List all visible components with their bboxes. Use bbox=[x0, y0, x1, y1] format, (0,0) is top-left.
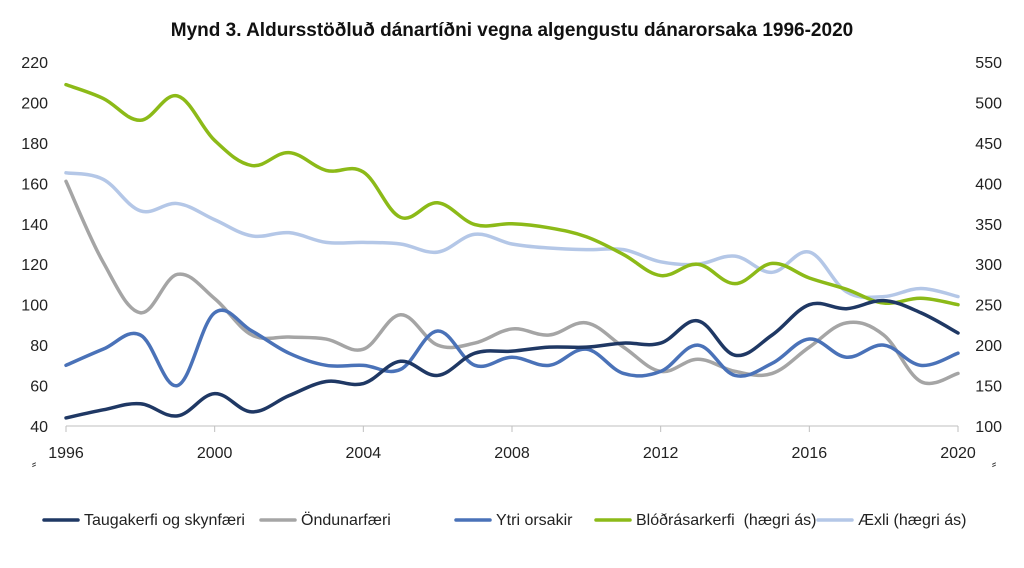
left-tick-label: 140 bbox=[21, 217, 48, 234]
legend-label: Blóðrásarkerfi (hægri ás) bbox=[636, 512, 817, 529]
left-tick-label: 220 bbox=[21, 55, 48, 72]
left-tick-label: 60 bbox=[30, 379, 48, 396]
left-tick-label: 160 bbox=[21, 176, 48, 193]
right-tick-label: 200 bbox=[975, 338, 1002, 355]
right-tick-label: 250 bbox=[975, 298, 1002, 315]
series-line-3 bbox=[64, 308, 960, 388]
left-axis-break-mark: ⸗ bbox=[32, 457, 36, 472]
legend-label: Æxli (hægri ás) bbox=[858, 512, 966, 529]
x-tick-label: 2000 bbox=[197, 445, 233, 462]
right-axis-break-mark: ⸗ bbox=[992, 457, 996, 472]
legend-label: Öndunarfæri bbox=[301, 511, 391, 529]
x-tick-label: 2012 bbox=[643, 445, 679, 462]
x-tick-label: 2004 bbox=[346, 445, 382, 462]
series-lines bbox=[64, 82, 960, 420]
right-tick-label: 350 bbox=[975, 217, 1002, 234]
right-axis-ticks: 100 150 200 250 300 350 400 450 500 550 bbox=[975, 55, 1002, 436]
left-tick-label: 180 bbox=[21, 136, 48, 153]
right-tick-label: 400 bbox=[975, 176, 1002, 193]
chart-title: Mynd 3. Aldursstöðluð dánartíðni vegna a… bbox=[171, 20, 853, 41]
right-tick-label: 300 bbox=[975, 257, 1002, 274]
left-tick-label: 100 bbox=[21, 298, 48, 315]
legend: Taugakerfi og skynfæri Öndunarfæri Ytri or… bbox=[42, 511, 966, 529]
right-tick-label: 500 bbox=[975, 95, 1002, 112]
left-tick-label: 120 bbox=[21, 257, 48, 274]
series-line-4 bbox=[64, 82, 960, 307]
x-tick-label: 2008 bbox=[494, 445, 530, 462]
x-axis-ticks: 1996 2000 2004 2008 2012 2016 2020 bbox=[48, 426, 976, 462]
x-tick-label: 2016 bbox=[792, 445, 828, 462]
legend-label: Taugakerfi og skynfæri bbox=[84, 512, 245, 529]
series-line-5 bbox=[64, 171, 960, 300]
x-tick-label: 1996 bbox=[48, 445, 84, 462]
x-tick-label: 2020 bbox=[940, 445, 976, 462]
right-tick-label: 450 bbox=[975, 136, 1002, 153]
left-tick-label: 40 bbox=[30, 419, 48, 436]
left-tick-label: 200 bbox=[21, 95, 48, 112]
right-tick-label: 150 bbox=[975, 379, 1002, 396]
right-tick-label: 100 bbox=[975, 419, 1002, 436]
series-line-2 bbox=[64, 179, 960, 386]
left-tick-label: 80 bbox=[30, 338, 48, 355]
legend-label: Ytri orsakir bbox=[496, 512, 573, 529]
right-tick-label: 550 bbox=[975, 55, 1002, 72]
series-line-1 bbox=[64, 298, 960, 420]
left-axis-ticks: 40 60 80 100 120 140 160 180 200 220 bbox=[21, 55, 48, 436]
